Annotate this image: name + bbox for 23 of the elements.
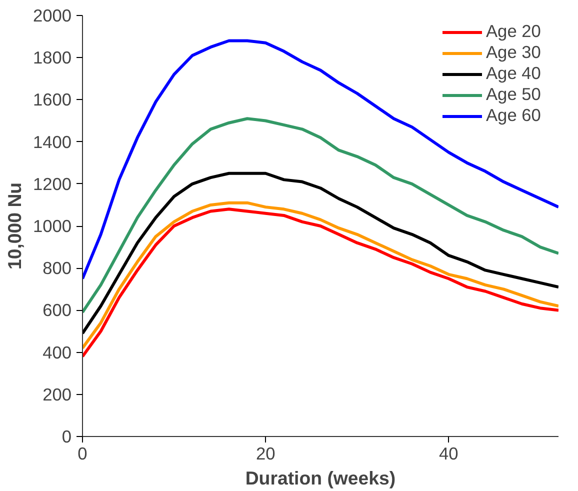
y-tick-label: 800 [42, 258, 72, 278]
y-tick-label: 0 [62, 426, 72, 446]
x-axis-title: Duration (weeks) [245, 468, 396, 488]
legend-label: Age 60 [486, 105, 541, 126]
legend-label: Age 40 [486, 63, 541, 84]
y-tick-label: 400 [42, 342, 72, 362]
y-tick-label: 2000 [32, 6, 72, 26]
y-axis-title: 10,000 Nu [4, 182, 25, 270]
x-tick-label: 0 [78, 444, 88, 464]
line-series [82, 172, 558, 335]
x-tick-label: 40 [439, 444, 458, 464]
x-tick-label: 20 [256, 444, 276, 464]
legend-label: Age 20 [486, 21, 541, 42]
y-tick-label: 200 [42, 384, 72, 404]
legend-label: Age 50 [486, 84, 541, 105]
y-tick-label: 1400 [32, 132, 72, 152]
y-tick-label: 1000 [32, 216, 72, 236]
y-tick-label: 600 [42, 300, 72, 320]
line-series [82, 39, 558, 280]
y-tick-label: 1600 [32, 90, 72, 110]
y-tick-label: 1200 [32, 174, 72, 194]
y-tick-label: 1800 [32, 48, 72, 68]
legend-label: Age 30 [486, 42, 541, 63]
